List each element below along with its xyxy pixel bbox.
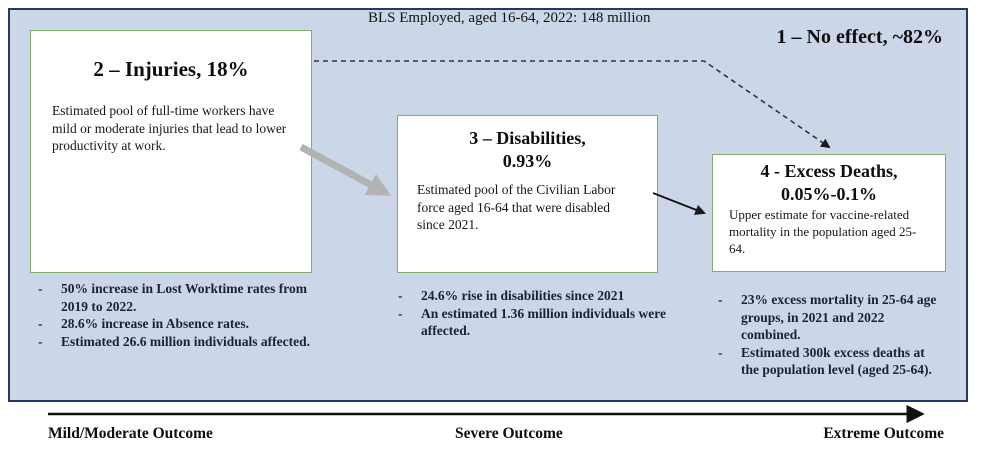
bullet-dash: - xyxy=(38,333,43,349)
injuries-title: 2 – Injuries, 18% xyxy=(93,57,249,81)
bullet-text: Estimated 26.6 million individuals affec… xyxy=(61,333,311,349)
bullet-text: 50% increase in Lost Worktime rates from… xyxy=(61,281,307,314)
excess-deaths-box: 4 - Excess Deaths, 0.05%-0.1% Upper esti… xyxy=(712,154,946,272)
bullet-dash: - xyxy=(38,281,43,296)
injuries-bullet-list: - 50% increase in Lost Worktime rates fr… xyxy=(38,280,324,350)
excess-deaths-description: Upper estimate for vaccine-related morta… xyxy=(729,207,917,256)
axis-label-mild-moderate: Mild/Moderate Outcome xyxy=(48,425,213,442)
bullet-item: - An estimated 1.36 million individuals … xyxy=(398,305,670,340)
bullet-dash: - xyxy=(718,292,723,307)
bullet-text: 28.6% increase in Absence rates. xyxy=(61,316,249,332)
bullet-item: - Estimated 26.6 million individuals aff… xyxy=(38,333,324,351)
bullet-dash: - xyxy=(38,316,43,332)
disabilities-title: 3 – Disabilities, 0.93% xyxy=(469,128,586,171)
bullet-text: 23% excess mortality in 25-64 age groups… xyxy=(741,292,937,343)
axis-label-extreme: Extreme Outcome xyxy=(823,425,944,442)
bullet-item: - 23% excess mortality in 25-64 age grou… xyxy=(718,291,944,344)
bullet-dash: - xyxy=(398,305,403,321)
bullet-dash: - xyxy=(398,288,403,303)
bullet-dash: - xyxy=(718,344,723,360)
bullet-text: 24.6% rise in disabilities since 2021 xyxy=(421,288,625,303)
axis-label-severe: Severe Outcome xyxy=(455,425,563,442)
bullet-item: - 50% increase in Lost Worktime rates fr… xyxy=(38,280,324,315)
excess-deaths-bullet-list: - 23% excess mortality in 25-64 age grou… xyxy=(718,291,944,379)
bullet-item: - 24.6% rise in disabilities since 2021 xyxy=(398,287,670,305)
disabilities-bullet-list: - 24.6% rise in disabilities since 2021 … xyxy=(398,287,670,340)
disabilities-box: 3 – Disabilities, 0.93% Estimated pool o… xyxy=(397,115,658,273)
injuries-box: 2 – Injuries, 18% Estimated pool of full… xyxy=(30,30,312,273)
panel-title: BLS Employed, aged 16-64, 2022: 148 mill… xyxy=(368,10,651,26)
bullet-text: Estimated 300k excess deaths at the popu… xyxy=(741,344,932,378)
bullet-item: - 28.6% increase in Absence rates. xyxy=(38,315,324,333)
disabilities-description: Estimated pool of the Civilian Labor for… xyxy=(417,182,616,233)
bullet-text: An estimated 1.36 million individuals we… xyxy=(421,305,667,339)
bullet-item: - Estimated 300k excess deaths at the po… xyxy=(718,344,944,379)
no-effect-label: 1 – No effect, ~82% xyxy=(776,26,943,48)
excess-deaths-title: 4 - Excess Deaths, 0.05%-0.1% xyxy=(760,161,898,204)
injuries-description: Estimated pool of full-time workers have… xyxy=(52,103,287,154)
